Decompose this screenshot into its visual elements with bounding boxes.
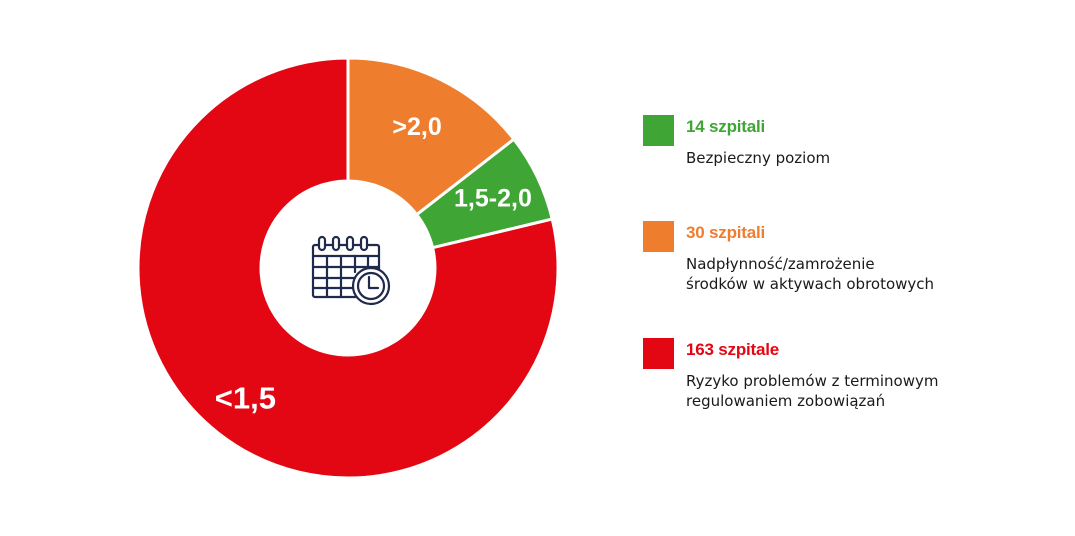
donut-slices [136, 56, 560, 480]
legend-title: 30 szpitali [686, 223, 766, 242]
legend-title: 14 szpitali [686, 117, 766, 136]
slice-labels: >2,0 1,5-2,0 <1,5 [215, 113, 532, 416]
legend-swatch-green [643, 115, 674, 146]
slice-label-2: <1,5 [215, 381, 276, 416]
slice-label-1: 1,5-2,0 [454, 184, 532, 212]
legend-description: Ryzyko problemów z terminowym regulowani… [686, 372, 939, 410]
legend-title: 163 szpitale [686, 340, 780, 359]
legend-description: Nadpłynność/zamrożenie środków w aktywac… [686, 255, 935, 293]
legend-swatch-orange [643, 221, 674, 252]
legend-swatch-red [643, 338, 674, 369]
calendar-clock-icon [311, 235, 391, 306]
donut-slice-2 [136, 56, 560, 480]
donut-slice-0 [346, 56, 516, 217]
slice-label-0: >2,0 [392, 113, 441, 141]
legend-description: Bezpieczny poziom [686, 149, 831, 167]
